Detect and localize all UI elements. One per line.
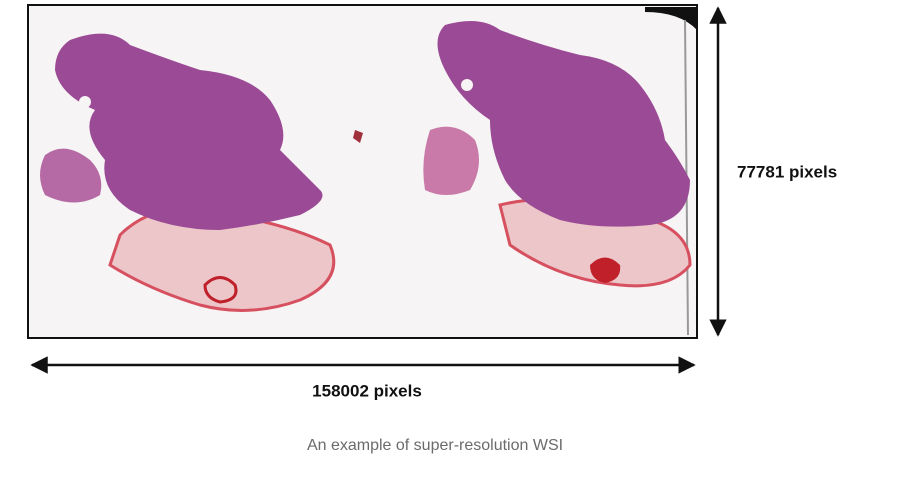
slide-image xyxy=(27,4,698,339)
caption: An example of super-resolution WSI xyxy=(307,437,563,454)
width-label: 158002 pixels xyxy=(312,381,422,400)
height-label: 77781 pixels xyxy=(737,162,837,181)
